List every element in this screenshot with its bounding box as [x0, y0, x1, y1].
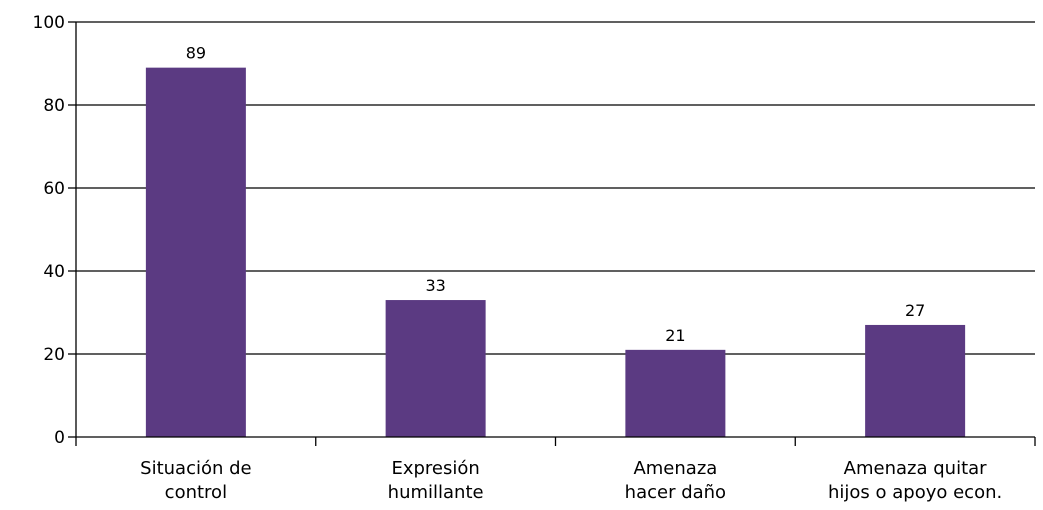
labels: 0 20 40 60 80 100 89 Situación de control 33 Expre…	[33, 13, 1003, 503]
y-tick-label: 0	[54, 428, 65, 448]
category-label: Amenaza hacer daño	[625, 458, 726, 503]
category-label: Amenaza quitar hijos o apoyo econ.	[828, 458, 1002, 503]
axes	[68, 21, 1036, 446]
category-label: Situación de control	[140, 458, 251, 503]
data-label: 33	[425, 276, 445, 295]
y-tick-label: 20	[43, 345, 65, 365]
bar	[625, 349, 726, 437]
data-label: 21	[665, 326, 685, 345]
data-label: 89	[186, 44, 206, 63]
bar	[145, 67, 246, 438]
bars	[145, 67, 966, 438]
y-tick-label: 40	[43, 262, 65, 282]
y-tick-label: 100	[33, 13, 65, 33]
bar	[865, 324, 966, 437]
bar	[385, 300, 486, 437]
y-tick-label: 60	[43, 179, 65, 199]
data-label: 27	[905, 301, 925, 320]
y-tick-label: 80	[43, 96, 65, 116]
category-label: Expresión humillante	[388, 458, 484, 503]
